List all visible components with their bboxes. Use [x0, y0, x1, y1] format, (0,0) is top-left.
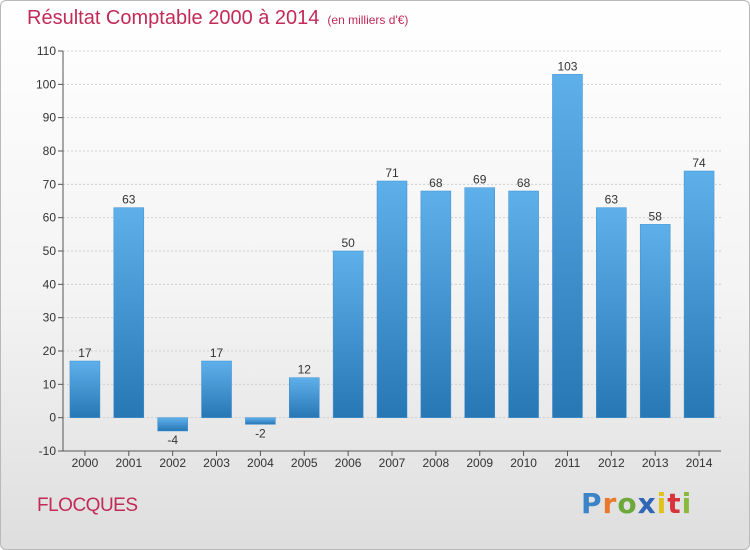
bar-2010 — [508, 190, 539, 418]
x-tick-label: 2010 — [510, 456, 537, 470]
data-label: 63 — [122, 193, 136, 207]
data-label: 12 — [298, 363, 312, 377]
proxiti-logo: Proxiti — [581, 487, 692, 520]
bar-2014 — [683, 170, 715, 418]
logo-letter: o — [617, 487, 638, 520]
data-label: -4 — [167, 433, 178, 447]
x-tick-label: 2011 — [555, 456, 581, 470]
data-label: 68 — [429, 176, 443, 190]
bar-2001 — [113, 207, 145, 418]
logo-letter: i — [656, 487, 668, 520]
y-tick-label: 70 — [43, 177, 57, 191]
y-tick-label: 90 — [43, 111, 57, 125]
logo-letter: i — [681, 487, 693, 520]
bar-2003 — [201, 360, 232, 418]
y-tick-label: -10 — [39, 444, 57, 458]
bar-2011 — [552, 74, 583, 418]
title-text: Résultat Comptable 2000 à 2014 — [27, 7, 320, 29]
bar-2005 — [289, 377, 320, 418]
x-tick-label: 2000 — [72, 456, 99, 470]
y-tick-label: 110 — [37, 44, 56, 58]
axes: -10 0 10 20 30 40 50 60 70 80 90 100 110 2000 2001 2002… — [36, 44, 721, 470]
x-tick-label: 2009 — [466, 456, 493, 470]
chart-title: Résultat Comptable 2000 à 2014 (en millie… — [27, 7, 408, 30]
y-tick-label: 80 — [43, 144, 57, 158]
y-tick-label: 100 — [36, 77, 56, 91]
bars — [69, 74, 715, 432]
x-tick-label: 2003 — [203, 456, 230, 470]
data-label: -2 — [255, 426, 266, 440]
logo-letter: t — [667, 487, 682, 520]
x-tick-label: 2002 — [159, 456, 186, 470]
x-tick-label: 2004 — [247, 456, 274, 470]
x-tick-label: 2008 — [423, 456, 450, 470]
logo-letter: P — [581, 487, 603, 520]
x-tick-label: 2006 — [335, 456, 362, 470]
y-tick-label: 20 — [43, 344, 57, 358]
logo-letter: x — [637, 487, 657, 520]
commune-name: FLOCQUES — [37, 495, 138, 516]
bar-2000 — [69, 360, 101, 418]
data-label: 17 — [78, 346, 92, 360]
x-tick-label: 2001 — [115, 456, 142, 470]
y-tick-label: 40 — [43, 277, 57, 291]
data-label: 71 — [385, 166, 399, 180]
x-tick-label: 2014 — [686, 456, 713, 470]
data-label: 69 — [473, 173, 487, 187]
bar-2012 — [596, 207, 627, 418]
x-tick-label: 2012 — [598, 456, 625, 470]
data-labels: 17 63 -4 17 -2 12 50 71 68 69 68 103 63 58 74 — [78, 59, 706, 447]
y-tick-label: 10 — [43, 377, 57, 391]
bar-2007 — [376, 180, 408, 418]
x-tick-label: 2007 — [379, 456, 406, 470]
data-label: 63 — [605, 193, 619, 207]
logo-letter: r — [602, 487, 618, 520]
bar-2006 — [332, 250, 364, 418]
data-label: 50 — [341, 236, 355, 250]
chart-subtitle: (en milliers d'€) — [327, 13, 409, 27]
data-label: 74 — [692, 156, 706, 170]
y-tick-label: 30 — [43, 311, 57, 325]
bar-2004 — [245, 417, 276, 425]
data-label: 103 — [557, 59, 577, 73]
bar-2008 — [420, 190, 452, 418]
data-label: 58 — [649, 209, 663, 223]
data-label: 68 — [517, 176, 531, 190]
bar-2013 — [639, 224, 671, 418]
bar-2002 — [157, 417, 188, 432]
x-tick-label: 2005 — [291, 456, 318, 470]
x-tick-label: 2013 — [642, 456, 669, 470]
y-tick-label: 0 — [49, 411, 56, 425]
bar-2009 — [464, 187, 495, 418]
y-tick-label: 60 — [43, 211, 57, 225]
data-label: 17 — [210, 346, 224, 360]
y-tick-label: 50 — [43, 244, 57, 258]
